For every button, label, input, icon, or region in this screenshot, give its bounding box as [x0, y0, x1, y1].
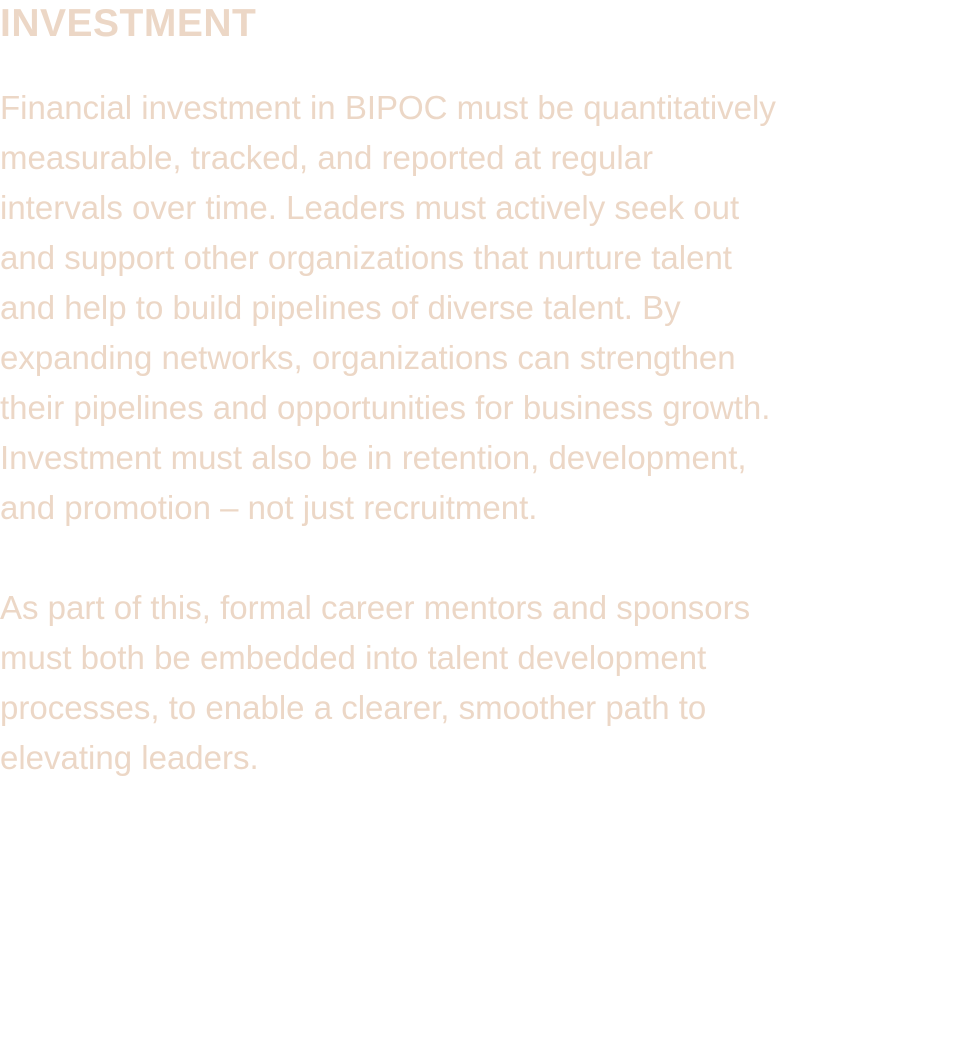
investment-section: INVESTMENT Financial investment in BIPOC…	[0, 2, 776, 776]
body-paragraph-mentors: As part of this, formal career mentors a…	[0, 589, 751, 776]
section-heading: INVESTMENT	[0, 2, 257, 45]
body-paragraph-investment: Financial investment in BIPOC must be qu…	[0, 89, 776, 526]
